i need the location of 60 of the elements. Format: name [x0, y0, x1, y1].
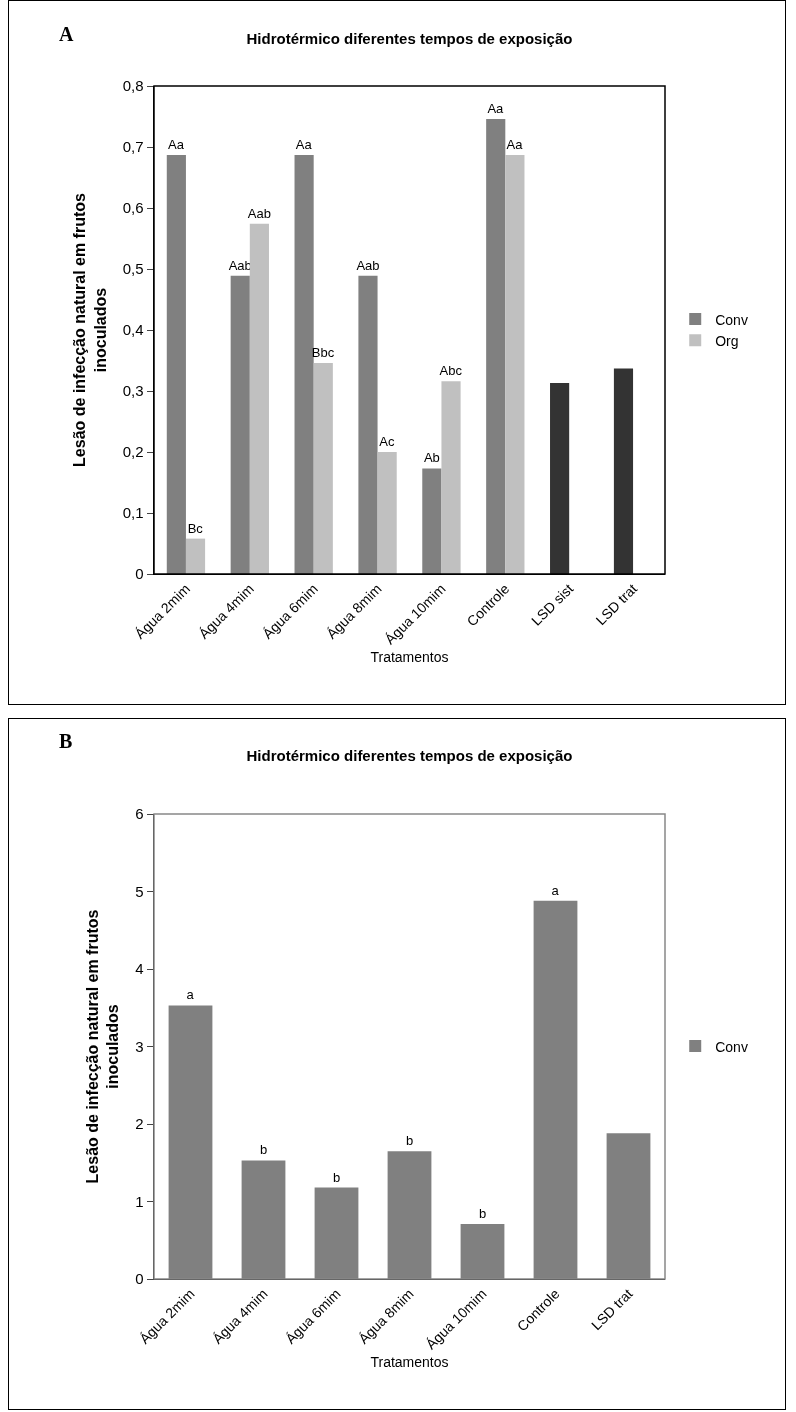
y-tick-label: 0,6: [122, 199, 144, 217]
data-label: Aa: [487, 100, 505, 116]
legend-label: Conv: [715, 311, 748, 328]
data-label: Bc: [187, 520, 204, 536]
bar: [230, 275, 250, 574]
legend-label: Org: [715, 332, 739, 349]
bar: [613, 368, 634, 574]
bar: [550, 383, 570, 574]
y-tick-label: 5: [135, 882, 144, 900]
bar: [294, 154, 314, 574]
bar: [441, 381, 461, 574]
bar: [505, 154, 525, 574]
data-label: b: [478, 1205, 487, 1221]
x-axis-title: Tratamentos: [370, 649, 449, 666]
y-tick-label: 1: [135, 1192, 144, 1210]
bar: [249, 223, 269, 574]
bar: [166, 154, 186, 574]
y-tick-label: 0: [135, 1270, 144, 1288]
y-tick-label: 0,4: [122, 321, 144, 339]
data-label: Ab: [423, 450, 440, 466]
data-label: Bbc: [311, 344, 335, 360]
x-tick-label: LSD trat: [587, 1285, 636, 1334]
data-label: Aa: [506, 136, 524, 152]
x-tick-label: LSD trat: [592, 580, 641, 629]
y-tick-label: 0,5: [122, 260, 144, 278]
legend-label: Conv: [715, 1038, 748, 1055]
y-axis-title: Lesão de infecção natural em frutos inoculados: [70, 192, 109, 467]
y-tick-label: 0,2: [122, 443, 144, 461]
y-tick-label: 6: [135, 805, 144, 823]
bar: [422, 468, 442, 574]
bar: [358, 275, 378, 574]
data-label: Aab: [356, 257, 380, 273]
text: B: [59, 730, 73, 752]
bar: [313, 362, 333, 574]
y-tick-label: 0,7: [122, 138, 144, 156]
data-label: Ac: [379, 434, 395, 449]
data-label: a: [551, 882, 560, 898]
data-label: a: [186, 987, 195, 1003]
y-tick-label: 4: [135, 960, 144, 978]
y-tick-label: 0: [135, 565, 144, 583]
x-axis-title: Tratamentos: [370, 1354, 449, 1371]
chart-title: Hidrotérmico diferentes tempos de exposição: [246, 747, 573, 765]
y-tick-label: 3: [135, 1037, 144, 1055]
bar: [185, 538, 206, 574]
y-tick-label: 2: [135, 1115, 144, 1133]
bar: [486, 118, 506, 574]
data-label: b: [332, 1169, 341, 1185]
data-label: Abc: [439, 363, 463, 379]
y-tick-label: 0,3: [122, 382, 144, 400]
text: A: [59, 23, 74, 45]
y-axis-title: Lesão de infecção natural em frutos inoculados: [83, 909, 122, 1184]
data-label: b: [405, 1133, 414, 1149]
data-label: Aa: [295, 136, 313, 152]
chart-title: Hidrotérmico diferentes tempos de exposição: [246, 29, 573, 47]
data-label: Aab: [247, 205, 271, 221]
y-tick-label: 0,8: [122, 77, 144, 95]
data-label: Aa: [168, 136, 185, 152]
data-label: b: [259, 1142, 268, 1158]
bar: [377, 452, 397, 574]
y-tick-label: 0,1: [122, 504, 144, 522]
